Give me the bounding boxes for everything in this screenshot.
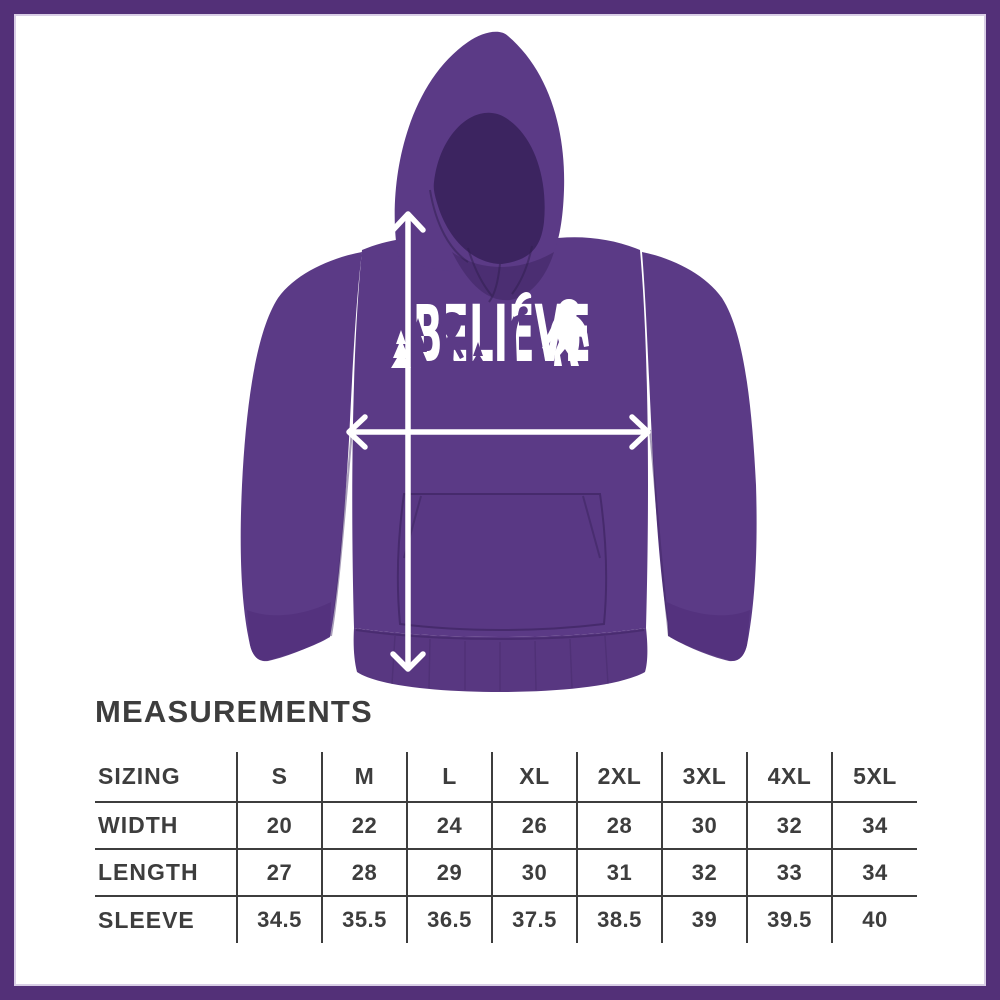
size-column-header: M: [322, 752, 408, 802]
hoodie-side-seams: [330, 429, 670, 637]
hoodie-hood-drape: [452, 252, 554, 301]
hoodie-hood-folds: [429, 189, 533, 303]
bigfoot-silhouette-icon: [542, 299, 589, 366]
measurement-value-cell: 35.5: [322, 895, 408, 943]
table-row: LENGTH 27 28 29 30 31 32 33 34: [95, 848, 917, 896]
pine-tree-cutout-icon: [470, 342, 486, 366]
measurement-value-cell: 28: [577, 801, 663, 849]
measurement-value-cell: 27: [237, 848, 323, 896]
measurement-value-cell: 39.5: [747, 895, 833, 943]
sizing-column-header: SIZING: [95, 752, 238, 802]
length-arrow-head-down-icon: [390, 651, 426, 672]
hoodie-hem-band: [353, 628, 648, 692]
measurement-value-cell: 38.5: [577, 895, 663, 943]
measurement-row-label: LENGTH: [95, 848, 238, 896]
alien-silhouette-icon: [439, 312, 464, 366]
measurement-value-cell: 33: [747, 848, 833, 896]
width-arrow-head-left-icon: [346, 414, 368, 450]
table-row: SLEEVE 34.5 35.5 36.5 37.5 38.5 39 39.5 …: [95, 895, 917, 943]
size-column-header: L: [407, 752, 493, 802]
measurement-value-cell: 22: [322, 801, 408, 849]
table-header-row: SIZING S M L XL 2XL 3XL 4XL 5XL: [95, 752, 917, 802]
measurement-value-cell: 24: [407, 801, 493, 849]
measurements-title: MEASUREMENTS: [95, 694, 373, 729]
pine-tree-icon: [391, 330, 411, 368]
nessie-head-icon: [514, 292, 532, 317]
table-row: WIDTH 20 22 24 26 28 30 32 34: [95, 801, 917, 849]
nessie-silhouette-icon: [507, 306, 528, 366]
measurement-value-cell: 36.5: [407, 895, 493, 943]
measurement-value-cell: 37.5: [492, 895, 578, 943]
measurement-value-cell: 32: [747, 801, 833, 849]
garment-length-arrow: [390, 211, 426, 672]
width-arrow-head-right-icon: [629, 414, 651, 450]
measurement-value-cell: 34: [832, 848, 917, 896]
garment-width-arrow: [346, 414, 651, 450]
hoodie-left-sleeve: [240, 252, 362, 661]
measurement-value-cell: 20: [237, 801, 323, 849]
measurement-value-cell: 34.5: [237, 895, 323, 943]
hoodie-pocket: [396, 493, 608, 631]
hoodie-hood-inner: [433, 112, 545, 264]
measurement-value-cell: 29: [407, 848, 493, 896]
hoodie-hem-seam: [355, 629, 645, 640]
size-column-header: 5XL: [853, 763, 897, 789]
measurement-value-cell: 30: [492, 848, 578, 896]
hoodie-left-cuff: [247, 602, 331, 662]
measurement-value-cell: 26: [492, 801, 578, 849]
hoodie-right-cuff: [667, 602, 750, 662]
measurement-row-label: SLEEVE: [95, 895, 238, 943]
size-column-header: S: [237, 752, 323, 802]
measurement-row-label: WIDTH: [95, 801, 238, 849]
length-arrow-head-up-icon: [390, 211, 426, 233]
size-column-header: 4XL: [747, 752, 833, 802]
size-column-header: 3XL: [662, 752, 748, 802]
measurement-value-cell: 30: [662, 801, 748, 849]
measurement-value-cell: 31: [577, 848, 663, 896]
measurement-value-cell: 28: [322, 848, 408, 896]
measurements-table-wrap: SIZING S M L XL 2XL 3XL 4XL 5XL WIDTH 20…: [95, 752, 917, 943]
size-column-header: 2XL: [577, 752, 663, 802]
size-column-header: XL: [492, 752, 578, 802]
hoodie-product-image: BELIEVE: [240, 31, 757, 692]
measurement-value-cell: 32: [662, 848, 748, 896]
pine-tree-cutout-icon: [407, 318, 429, 366]
believe-graphic: BELIEVE: [391, 290, 591, 380]
hoodie-right-sleeve: [642, 252, 757, 661]
measurement-value-cell: 39: [662, 895, 748, 943]
measurement-value-cell: 40: [832, 895, 917, 943]
hoodie-hem-ribs: [391, 635, 609, 691]
measurement-value-cell: 34: [832, 801, 917, 849]
measurements-table: SIZING S M L XL 2XL 3XL 4XL 5XL WIDTH 20…: [95, 752, 917, 943]
